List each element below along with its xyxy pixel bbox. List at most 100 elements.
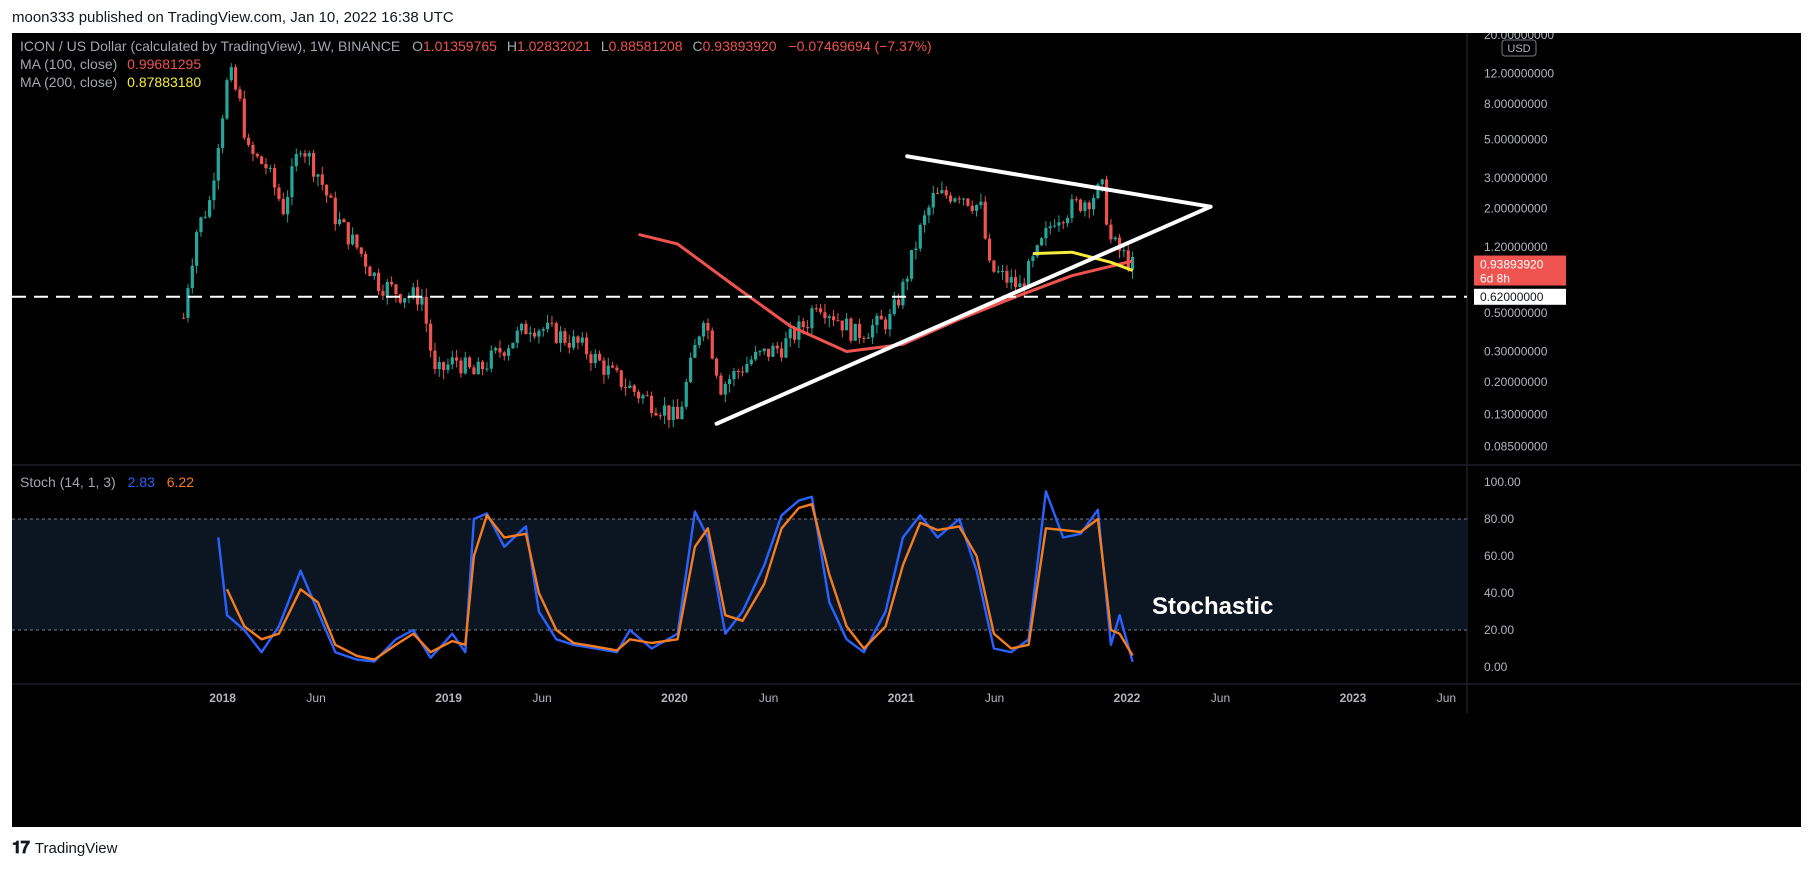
candle-body	[216, 147, 220, 181]
candle-body	[901, 281, 905, 306]
price-candle	[970, 200, 974, 214]
price-candle	[186, 284, 190, 323]
candle-body	[701, 322, 706, 337]
candle-body	[914, 248, 918, 250]
price-candle	[541, 327, 545, 337]
candle-body	[896, 299, 901, 306]
price-candle	[641, 393, 645, 404]
price-candle	[849, 316, 853, 344]
stochastic-annotation: Stochastic	[1152, 593, 1273, 620]
candle-body	[307, 153, 311, 157]
price-candle	[507, 344, 511, 361]
ohlc-change: −0.07469694 (−7.37%)	[788, 38, 931, 54]
candle-body	[1009, 277, 1013, 283]
price-tick-label: 0.08500000	[1484, 440, 1548, 454]
candle-body	[1018, 283, 1022, 288]
currency-badge-label: USD	[1507, 43, 1530, 55]
candle-body	[658, 415, 662, 417]
price-candle	[476, 357, 480, 375]
price-candle	[429, 319, 433, 358]
price-tick-label: 20.00000000	[1484, 33, 1554, 42]
price-candle	[888, 308, 892, 337]
candle-body	[649, 395, 654, 413]
price-candle	[338, 211, 342, 227]
chart-area[interactable]: 20.00000000 12.00000000 8.00000000 5.000000…	[12, 28, 1801, 827]
price-candle	[329, 193, 333, 198]
candle-body	[1091, 198, 1096, 210]
price-candle	[299, 150, 303, 158]
candle-body	[619, 370, 623, 387]
ohlc-close-value: 0.93893920	[703, 38, 777, 54]
candle-body	[203, 216, 207, 218]
candle-body	[541, 329, 545, 331]
candle-body	[1026, 261, 1031, 289]
candle-body	[1005, 270, 1009, 283]
candle-body	[1031, 256, 1035, 262]
candle-body	[836, 320, 840, 322]
current-price-countdown: 6d 8h	[1480, 272, 1510, 286]
candle-body	[502, 352, 506, 356]
price-candle	[758, 350, 762, 357]
candle-body	[892, 299, 896, 315]
candle-body	[346, 222, 350, 245]
candle-body	[511, 342, 515, 349]
candle-body	[849, 318, 853, 341]
price-candle	[948, 192, 953, 204]
candle-body	[888, 314, 892, 330]
candle-body	[1061, 222, 1065, 224]
candle-body	[424, 296, 428, 324]
price-candle	[615, 364, 619, 373]
trendline-upper[interactable]	[905, 154, 1213, 209]
candle-body	[455, 357, 459, 361]
price-candle	[247, 133, 251, 148]
price-candle	[584, 332, 589, 360]
price-candle	[264, 158, 268, 175]
candle-body	[944, 190, 948, 196]
price-candle	[195, 229, 199, 274]
candle-body	[381, 291, 385, 296]
candle-body	[636, 391, 641, 399]
candle-body	[325, 184, 329, 196]
currency-badge[interactable]: USD	[1501, 39, 1537, 57]
ohlc-low-key: L	[601, 38, 609, 54]
ma200-value: 0.87883180	[127, 74, 201, 90]
candle-body	[229, 67, 233, 81]
tradingview-logo-icon[interactable]: 𝟏𝟕	[12, 838, 30, 857]
price-candle	[749, 355, 753, 367]
chart-svg[interactable]: 20.00000000 12.00000000 8.00000000 5.000000…	[12, 28, 1801, 827]
time-tick-label: Jun	[1211, 691, 1230, 705]
price-candle	[671, 399, 675, 428]
brand-name[interactable]: TradingView	[34, 839, 118, 857]
candle-body	[442, 362, 446, 370]
level-price-value: 0.62000000	[1480, 290, 1544, 304]
candle-body	[333, 197, 337, 225]
price-candle	[533, 327, 537, 340]
price-candle	[1083, 200, 1087, 217]
ma100-label: MA (100, close)	[20, 56, 117, 72]
price-candle	[935, 187, 940, 194]
candle-body	[515, 330, 519, 343]
candle-body	[316, 174, 320, 177]
candle-body	[429, 323, 433, 351]
stoch-k-value: 2.83	[128, 474, 155, 490]
price-candle	[610, 361, 615, 369]
price-candle	[273, 164, 277, 196]
candle-body	[312, 153, 316, 177]
candle-body	[823, 312, 827, 319]
candle-body	[190, 265, 194, 289]
candle-body	[732, 371, 736, 380]
price-candle	[784, 331, 788, 359]
price-candle	[966, 197, 970, 208]
candle-body	[299, 153, 303, 155]
candle-body	[472, 367, 476, 375]
candle-body	[753, 351, 758, 360]
price-candle	[450, 350, 454, 370]
trendline-lower[interactable]	[714, 204, 1213, 426]
candle-body	[403, 298, 407, 303]
price-candle	[905, 276, 909, 291]
price-candle	[701, 320, 706, 342]
ohlc-high-key: H	[507, 38, 517, 54]
candle-body	[476, 361, 480, 375]
price-candle	[805, 320, 810, 334]
candle-body	[450, 357, 454, 365]
